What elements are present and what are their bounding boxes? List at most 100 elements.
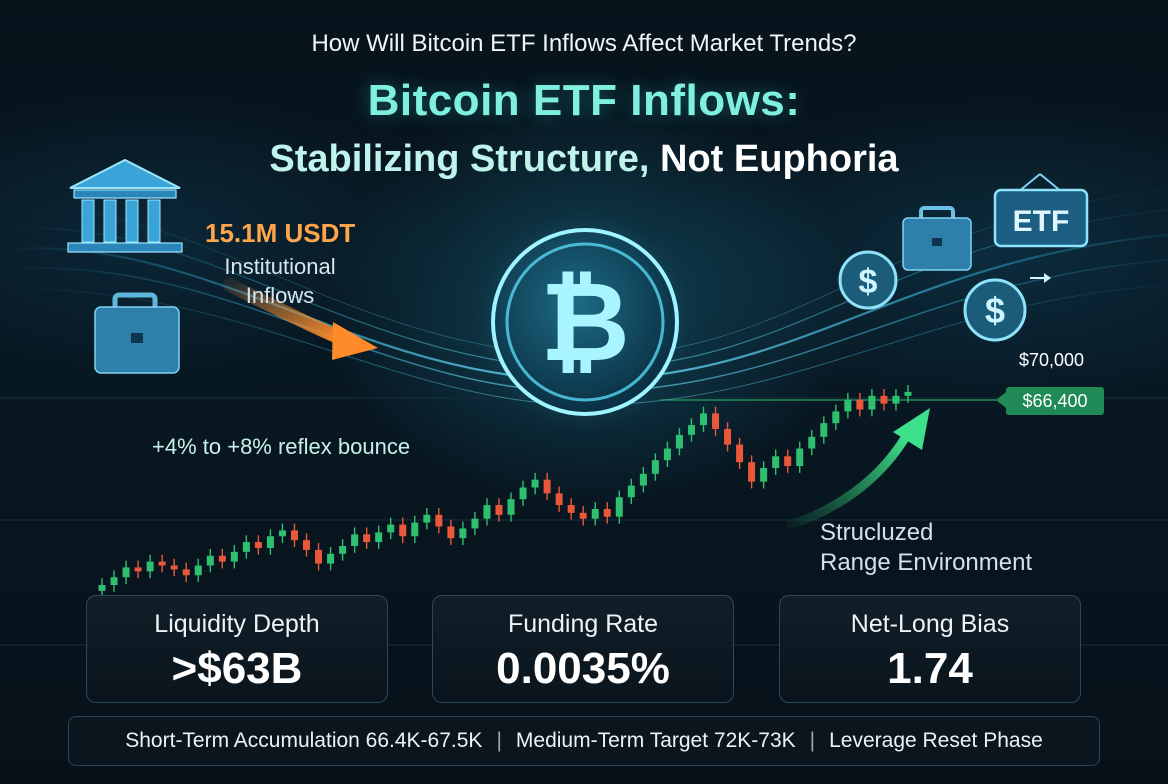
subtitle-part1: Stabilizing Structure, <box>269 138 650 180</box>
candle-body <box>423 514 431 523</box>
subtitle-part2: Not Euphoria <box>660 138 899 180</box>
candle-body <box>639 473 647 486</box>
candle-body <box>651 460 659 474</box>
candle-body <box>531 479 539 488</box>
candle-body <box>170 565 178 570</box>
candle-body <box>796 448 804 467</box>
svg-text:$: $ <box>985 290 1005 331</box>
candle-body <box>158 561 166 566</box>
trend-arrow <box>785 408 930 530</box>
candle-body <box>483 505 491 519</box>
candle-body <box>411 522 419 537</box>
funding-rate-card: Funding Rate 0.0035% <box>432 595 734 703</box>
candle-body <box>459 528 467 539</box>
candle-body <box>447 526 455 539</box>
candle-body <box>615 497 623 517</box>
medium-term-target: Medium-Term Target 72K-73K <box>515 729 796 752</box>
arrow-icon <box>1030 273 1051 283</box>
page-title: Bitcoin ETF Inflows: <box>367 76 801 125</box>
candle-body <box>675 434 683 449</box>
candle-body <box>832 411 840 424</box>
candle-body <box>844 399 852 412</box>
candle-body <box>555 493 563 506</box>
card-value: 1.74 <box>887 644 973 693</box>
candle-body <box>663 448 671 461</box>
candle-body <box>760 468 768 482</box>
candle-body <box>98 585 106 591</box>
briefcase-icon <box>94 292 180 374</box>
candle-body <box>254 542 262 548</box>
price-high-label: $70,000 <box>1019 350 1085 370</box>
current-price-tag: $66,400 <box>1006 387 1104 415</box>
inflow-amount: 15.1M USDT <box>205 218 356 248</box>
candle-body <box>507 499 515 515</box>
short-term-accumulation: Short-Term Accumulation 66.4K-67.5K <box>125 729 483 752</box>
candle-body <box>519 487 527 500</box>
bank-icon <box>67 158 183 253</box>
candle-body <box>242 542 250 552</box>
candle-body <box>134 567 142 572</box>
candle-body <box>543 479 551 494</box>
candle-body <box>399 524 407 537</box>
separator: | <box>496 729 502 752</box>
question-heading: How Will Bitcoin ETF Inflows Affect Mark… <box>311 30 857 57</box>
card-value: 0.0035% <box>496 644 670 693</box>
candle-body <box>146 561 154 572</box>
separator: | <box>809 729 816 752</box>
candle-body <box>339 546 347 554</box>
candle-body <box>579 512 587 519</box>
candle-body <box>748 462 756 482</box>
candle-body <box>363 534 371 543</box>
candle-body <box>712 413 720 429</box>
inflow-label: Institutional Inflows <box>224 254 336 308</box>
card-label: Funding Rate <box>507 610 659 638</box>
bounce-label: +4% to +8% reflex bounce <box>152 434 411 459</box>
candle-body <box>772 456 780 468</box>
candle-body <box>820 423 828 437</box>
svg-text:₿: ₿ <box>540 258 630 386</box>
candle-body <box>856 399 864 410</box>
bitcoin-coin-icon: ₿ <box>470 207 700 437</box>
candle-body <box>375 532 383 543</box>
briefcase-icon <box>902 206 972 271</box>
candle-body <box>303 540 311 550</box>
candle-body <box>892 395 900 404</box>
candle-body <box>387 524 395 533</box>
card-value: >$63B <box>171 644 303 693</box>
candle-body <box>122 567 130 578</box>
net-long-bias-card: Net-Long Bias 1.74 <box>779 595 1081 703</box>
candle-body <box>206 555 214 566</box>
range-label-line1: Strucluzed <box>820 519 934 546</box>
candle-body <box>880 395 888 404</box>
candle-body <box>495 505 503 515</box>
leverage-reset-phase: Leverage Reset Phase <box>829 729 1043 752</box>
range-environment-label: Strucluzed Range Environment <box>820 518 1032 578</box>
strategy-bar: Short-Term Accumulation 66.4K-67.5K | Me… <box>68 716 1100 766</box>
candle-body <box>266 536 274 548</box>
candle-body <box>194 565 202 576</box>
candle-body <box>724 429 732 445</box>
candle-body <box>627 485 635 498</box>
candle-body <box>868 395 876 410</box>
etf-sign-icon: ETF <box>993 173 1089 248</box>
candle-body <box>290 530 298 541</box>
candle-body <box>591 508 599 519</box>
candle-body <box>471 518 479 529</box>
candle-body <box>315 549 323 564</box>
inflow-arrow <box>223 278 378 360</box>
dollar-coin-icon: $ <box>963 278 1027 342</box>
liquidity-depth-card: Liquidity Depth >$63B <box>86 595 388 703</box>
svg-text:ETF: ETF <box>1013 205 1070 238</box>
dollar-coin-icon: $ <box>838 250 898 310</box>
candle-body <box>278 530 286 537</box>
page-subtitle: Stabilizing Structure, Not Euphoria <box>0 138 1168 181</box>
candle-body <box>687 425 695 435</box>
candle-body <box>327 553 335 564</box>
candle-body <box>603 508 611 517</box>
candle-body <box>904 391 912 396</box>
candle-body <box>435 514 443 527</box>
candle-body <box>784 456 792 467</box>
